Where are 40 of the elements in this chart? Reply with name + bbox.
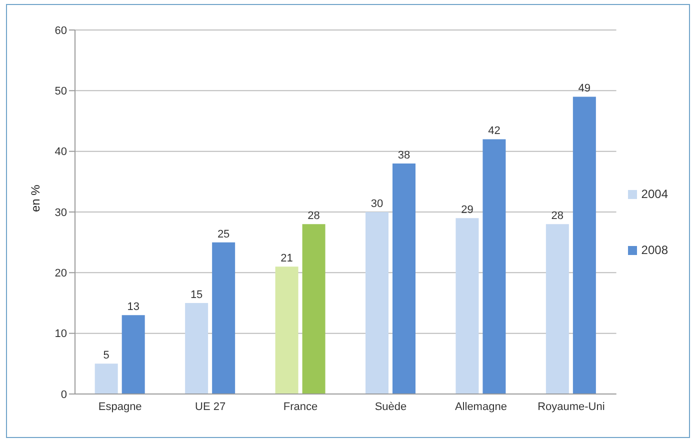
x-tick-label: UE 27 (195, 400, 226, 413)
data-label: 5 (103, 350, 110, 362)
data-label: 28 (308, 210, 320, 222)
bar (482, 139, 506, 394)
x-tick-label: France (283, 400, 318, 413)
bar (122, 315, 145, 394)
x-tick-label: Suède (374, 400, 407, 413)
y-tick-label: 40 (54, 146, 67, 158)
data-label: 21 (280, 252, 293, 265)
bar (275, 266, 298, 394)
bar (456, 218, 479, 394)
data-label: 49 (578, 82, 591, 95)
data-label: 13 (127, 301, 140, 314)
data-label: 28 (551, 210, 564, 222)
bar (94, 364, 118, 394)
data-label: 29 (461, 204, 474, 216)
bar (546, 224, 569, 394)
data-label: 30 (370, 198, 384, 210)
bar (185, 303, 208, 394)
x-tick-label: Espagne (98, 400, 142, 413)
x-tick-label: Royaume-Uni (538, 400, 605, 413)
x-tick-label: Allemagne (454, 400, 507, 413)
y-tick-label: 60 (54, 24, 67, 37)
bar (212, 242, 236, 394)
bar (572, 96, 596, 394)
bar (392, 163, 416, 394)
bar (365, 212, 388, 394)
data-label: 42 (488, 125, 500, 138)
data-label: 25 (217, 228, 230, 240)
y-tick-label: 20 (54, 268, 67, 280)
bar (302, 224, 326, 394)
data-label: 38 (398, 149, 410, 162)
legend-label: 2004 (641, 187, 668, 201)
y-axis-title: en % (28, 184, 42, 212)
y-tick-label: 10 (54, 328, 67, 340)
y-tick-label: 30 (54, 206, 67, 219)
data-label: 15 (190, 289, 203, 301)
y-tick-label: 50 (54, 86, 67, 98)
legend-label: 2008 (641, 243, 668, 257)
y-tick-label: 0 (60, 388, 67, 401)
